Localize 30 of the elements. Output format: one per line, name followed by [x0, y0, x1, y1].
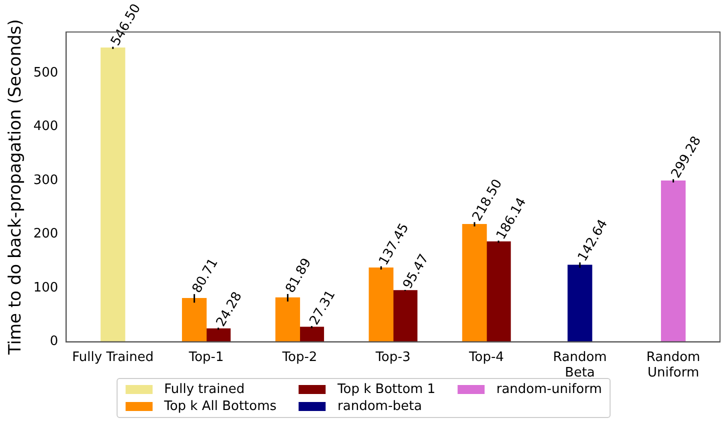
y-tick-label: 100	[33, 280, 58, 296]
legend-label: random-beta	[338, 399, 422, 414]
y-tick-label: 500	[33, 65, 58, 80]
legend-label: Fully trained	[164, 382, 245, 397]
bar	[368, 268, 394, 342]
x-tick-label: Random Beta	[552, 350, 607, 381]
y-axis-title: Time to do back-propagation (Seconds)	[6, 19, 26, 356]
bar	[182, 298, 207, 342]
legend-label: random-uniform	[496, 382, 602, 397]
bar	[568, 264, 592, 342]
y-tick-label: 300	[33, 172, 58, 188]
bar	[392, 290, 418, 342]
bar	[275, 297, 300, 342]
bar	[462, 224, 487, 342]
y-tick-label: 400	[33, 119, 58, 134]
x-tick-label: Top-2	[281, 350, 318, 365]
x-tick-label: Random Uniform	[646, 350, 700, 381]
y-tick-label: 0	[50, 334, 58, 350]
bar	[100, 48, 126, 342]
x-tick-label: Top-3	[374, 350, 411, 365]
x-tick-label: Fully Trained	[72, 350, 154, 365]
y-tick-label: 200	[33, 226, 58, 242]
legend-label: Top k Bottom 1	[338, 382, 436, 397]
x-tick-label: Top-1	[188, 350, 224, 365]
bar	[206, 328, 231, 342]
legend-label: Top k All Bottoms	[164, 399, 277, 414]
bar	[660, 180, 686, 342]
x-tick-label: Top-4	[468, 350, 504, 365]
bar	[299, 326, 324, 342]
bar	[486, 241, 511, 342]
